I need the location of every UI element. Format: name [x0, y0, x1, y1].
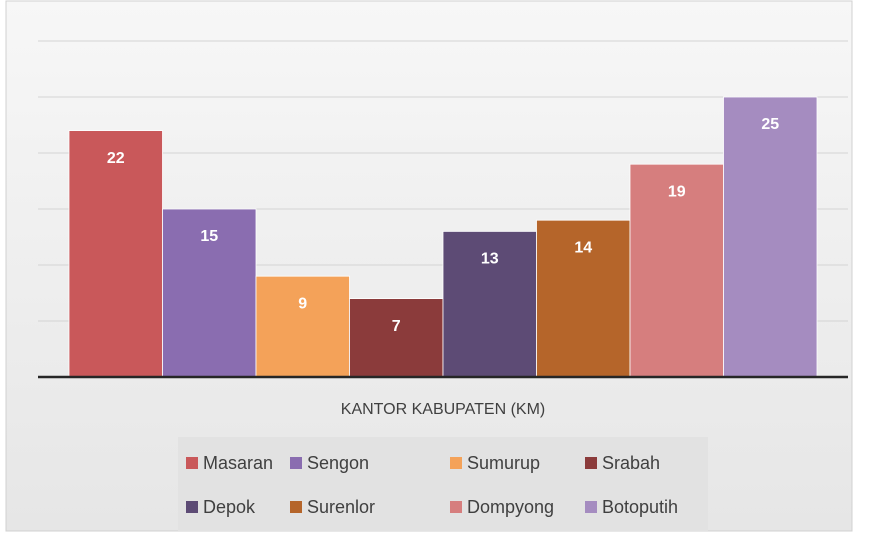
legend-swatch — [186, 457, 198, 469]
bar — [349, 298, 444, 378]
x-tick-label: KANTOR KABUPATEN (KM) — [341, 401, 545, 418]
bar — [723, 96, 818, 378]
legend-label: Srabah — [602, 453, 660, 473]
data-label: 13 — [481, 251, 499, 268]
data-label: 19 — [668, 183, 686, 200]
legend-label: Masaran — [203, 453, 273, 473]
bar — [442, 230, 537, 378]
legend-swatch — [450, 457, 462, 469]
data-label: 15 — [200, 228, 218, 245]
bar — [162, 208, 257, 378]
legend-label: Sumurup — [467, 453, 540, 473]
legend-label: Depok — [203, 497, 256, 517]
legend-swatch — [585, 501, 597, 513]
legend-swatch — [186, 501, 198, 513]
data-label: 14 — [574, 239, 592, 256]
bar — [536, 219, 631, 378]
legend-label: Dompyong — [467, 497, 554, 517]
data-label: 9 — [298, 295, 307, 312]
legend-label: Surenlor — [307, 497, 375, 517]
data-label: 7 — [392, 318, 401, 335]
legend-label: Botoputih — [602, 497, 678, 517]
legend-swatch — [585, 457, 597, 469]
legend-swatch — [290, 501, 302, 513]
data-label: 22 — [107, 150, 125, 167]
bar — [68, 130, 163, 378]
legend-swatch — [290, 457, 302, 469]
legend-box — [178, 437, 708, 531]
bar — [255, 275, 350, 378]
bar — [629, 163, 724, 378]
legend-label: Sengon — [307, 453, 369, 473]
data-label: 25 — [761, 116, 779, 133]
legend-swatch — [450, 501, 462, 513]
